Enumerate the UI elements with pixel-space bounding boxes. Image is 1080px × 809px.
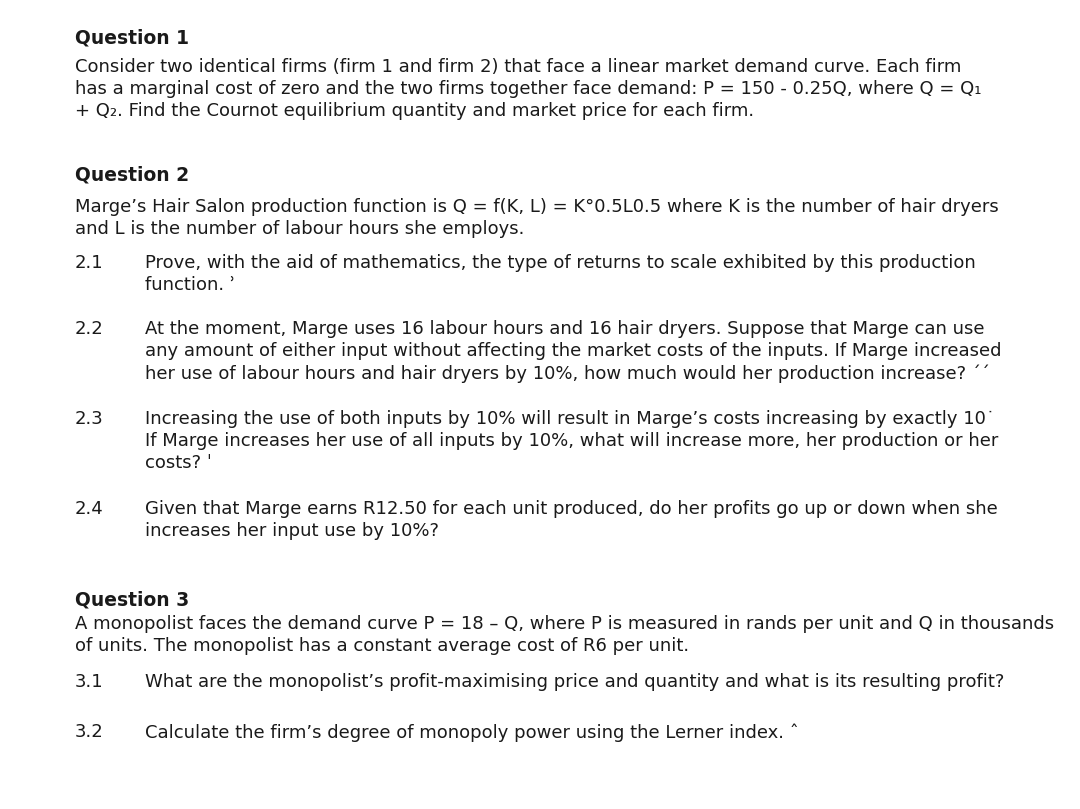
Text: At the moment, Marge uses 16 labour hours and 16 hair dryers. Suppose that Marge: At the moment, Marge uses 16 labour hour… bbox=[145, 320, 985, 338]
Text: Given that Marge earns R12.50 for each unit produced, do her profits go up or do: Given that Marge earns R12.50 for each u… bbox=[145, 500, 998, 518]
Text: of units. The monopolist has a constant average cost of R6 per unit.: of units. The monopolist has a constant … bbox=[75, 637, 689, 655]
Text: 2.4: 2.4 bbox=[75, 500, 104, 518]
Text: Question 2: Question 2 bbox=[75, 165, 189, 184]
Text: Question 3: Question 3 bbox=[75, 590, 189, 609]
Text: increases her input use by 10%?: increases her input use by 10%? bbox=[145, 522, 438, 540]
Text: 3.1: 3.1 bbox=[75, 673, 104, 691]
Text: 2.1: 2.1 bbox=[75, 254, 104, 272]
Text: and L is the number of labour hours she employs.: and L is the number of labour hours she … bbox=[75, 220, 525, 238]
Text: has a marginal cost of zero and the two firms together face demand: P = 150 - 0.: has a marginal cost of zero and the two … bbox=[75, 80, 982, 98]
Text: 2.2: 2.2 bbox=[75, 320, 104, 338]
Text: 2.3: 2.3 bbox=[75, 410, 104, 428]
Text: Increasing the use of both inputs by 10% will result in Marge’s costs increasing: Increasing the use of both inputs by 10%… bbox=[145, 410, 995, 428]
Text: costs? ˈ: costs? ˈ bbox=[145, 454, 212, 472]
Text: A monopolist faces the demand curve P = 18 – Q, where P is measured in rands per: A monopolist faces the demand curve P = … bbox=[75, 615, 1054, 633]
Text: What are the monopolist’s profit-maximising price and quantity and what is its r: What are the monopolist’s profit-maximis… bbox=[145, 673, 1004, 691]
Text: Prove, with the aid of mathematics, the type of returns to scale exhibited by th: Prove, with the aid of mathematics, the … bbox=[145, 254, 975, 272]
Text: Calculate the firm’s degree of monopoly power using the Lerner index. ˆ: Calculate the firm’s degree of monopoly … bbox=[145, 723, 799, 742]
Text: Consider two identical firms (firm 1 and firm 2) that face a linear market deman: Consider two identical firms (firm 1 and… bbox=[75, 58, 961, 76]
Text: function. ʾ: function. ʾ bbox=[145, 276, 235, 294]
Text: any amount of either input without affecting the market costs of the inputs. If : any amount of either input without affec… bbox=[145, 342, 1001, 360]
Text: Question 1: Question 1 bbox=[75, 28, 189, 47]
Text: Marge’s Hair Salon production function is Q = f(K, L) = K°0.5L0.5 where K is the: Marge’s Hair Salon production function i… bbox=[75, 198, 999, 216]
Text: 3.2: 3.2 bbox=[75, 723, 104, 741]
Text: + Q₂. Find the Cournot equilibrium quantity and market price for each firm.: + Q₂. Find the Cournot equilibrium quant… bbox=[75, 102, 754, 120]
Text: If Marge increases her use of all inputs by 10%, what will increase more, her pr: If Marge increases her use of all inputs… bbox=[145, 432, 998, 450]
Text: her use of labour hours and hair dryers by 10%, how much would her production in: her use of labour hours and hair dryers … bbox=[145, 364, 990, 383]
